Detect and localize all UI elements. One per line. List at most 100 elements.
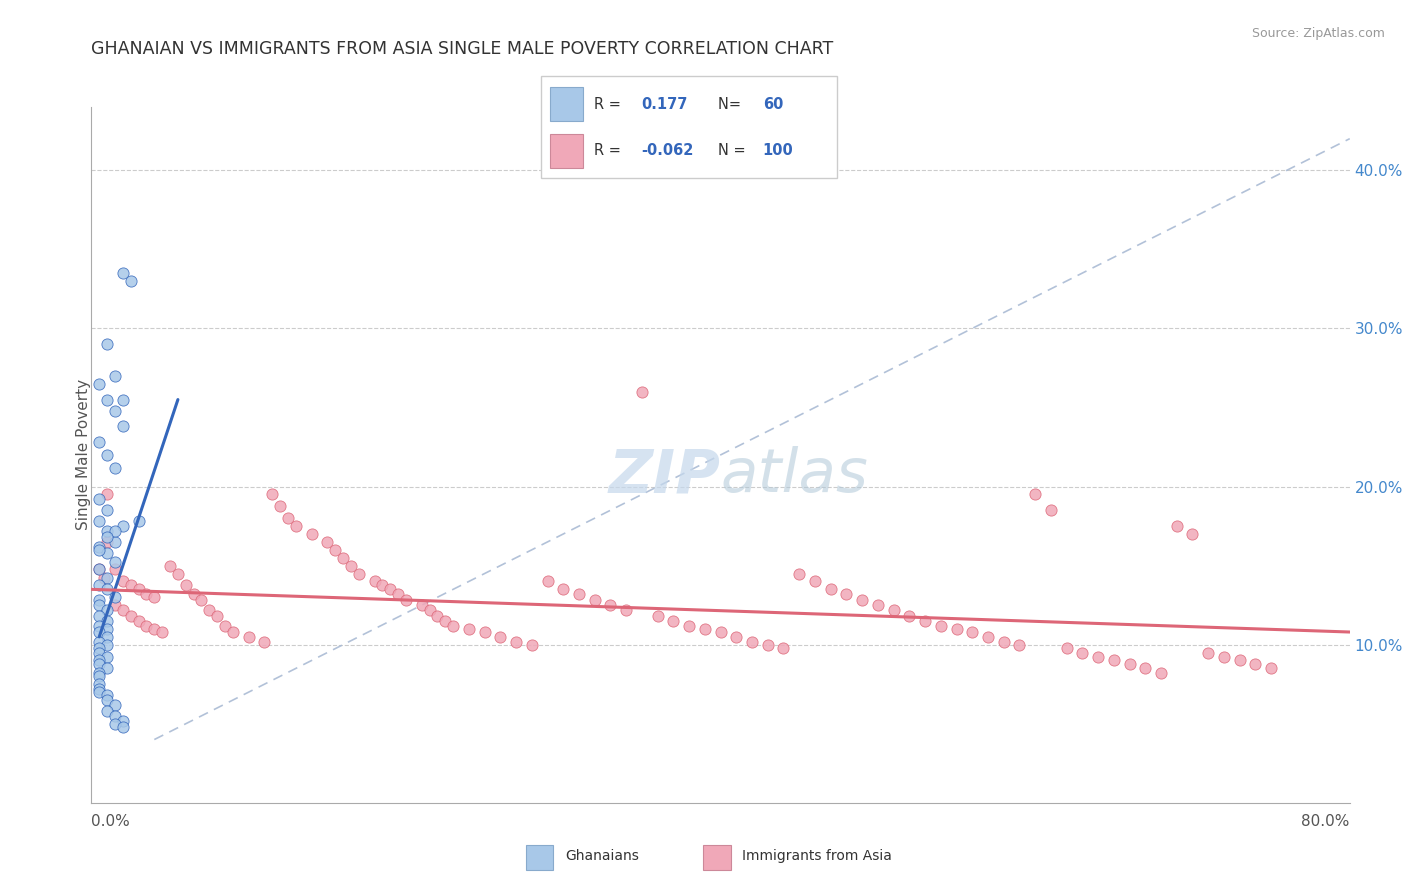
Point [772,640,794,655]
Point [89,618,111,632]
Point [89,435,111,450]
Point [583,593,606,607]
Point [96,603,118,617]
Point [89,640,111,655]
Point [183,587,205,601]
Point [104,556,127,570]
Point [1181,527,1204,541]
Point [929,618,952,632]
Point [89,540,111,554]
Point [96,337,118,351]
Point [159,558,181,573]
Text: R =: R = [595,144,626,158]
Point [96,534,118,549]
Point [96,503,118,517]
Text: 0.177: 0.177 [641,96,688,112]
Point [135,587,157,601]
FancyBboxPatch shape [541,76,837,178]
Point [96,650,118,665]
Point [340,558,363,573]
Point [1087,650,1109,665]
Point [316,534,339,549]
Point [419,603,441,617]
Point [962,625,984,640]
Point [411,598,433,612]
Point [269,499,291,513]
Point [96,630,118,644]
Point [89,598,111,612]
Point [143,622,166,636]
Point [143,591,166,605]
Point [520,638,543,652]
Point [167,566,190,581]
Bar [526,846,554,870]
Point [89,577,111,591]
Point [474,625,496,640]
Text: N=: N= [718,96,747,112]
Point [993,634,1015,648]
Point [111,419,134,434]
Point [96,392,118,407]
Point [1039,503,1062,517]
Point [104,698,127,712]
Point [111,603,134,617]
Point [284,519,307,533]
Point [489,630,512,644]
Point [1024,487,1046,501]
Point [568,587,591,601]
Point [89,666,111,681]
Point [104,534,127,549]
Point [787,566,810,581]
Point [1071,646,1094,660]
Point [89,669,111,683]
Point [1056,640,1078,655]
Point [457,622,479,636]
Point [96,582,118,597]
Point [198,603,221,617]
Point [536,574,558,589]
Point [614,603,637,617]
Point [662,614,685,628]
Point [222,625,245,640]
Point [89,677,111,691]
Text: ZIP: ZIP [609,446,720,505]
Point [883,603,905,617]
Point [977,630,1000,644]
Point [1244,657,1267,671]
Point [631,384,654,399]
Point [1166,519,1188,533]
Point [128,582,150,597]
Point [820,582,842,597]
Point [96,688,118,702]
Point [89,625,111,640]
Point [96,524,118,538]
Point [205,609,228,624]
Text: N =: N = [718,144,751,158]
Point [599,598,621,612]
Text: atlas: atlas [720,446,869,505]
Point [111,266,134,280]
Point [96,448,118,462]
Point [1150,666,1173,681]
Point [866,598,889,612]
Point [395,593,418,607]
Text: 0.0%: 0.0% [91,814,131,829]
Point [1118,657,1140,671]
Point [111,720,134,734]
Point [89,653,111,667]
Point [104,598,127,612]
Point [120,577,142,591]
Point [135,618,157,632]
Point [553,582,575,597]
Point [96,530,118,544]
Point [89,634,111,648]
Point [104,460,127,475]
Point [96,546,118,560]
Point [725,630,748,644]
Point [89,562,111,576]
Point [914,614,936,628]
Point [89,492,111,507]
Point [111,714,134,728]
Point [104,591,127,605]
Text: Source: ZipAtlas.com: Source: ZipAtlas.com [1251,27,1385,40]
